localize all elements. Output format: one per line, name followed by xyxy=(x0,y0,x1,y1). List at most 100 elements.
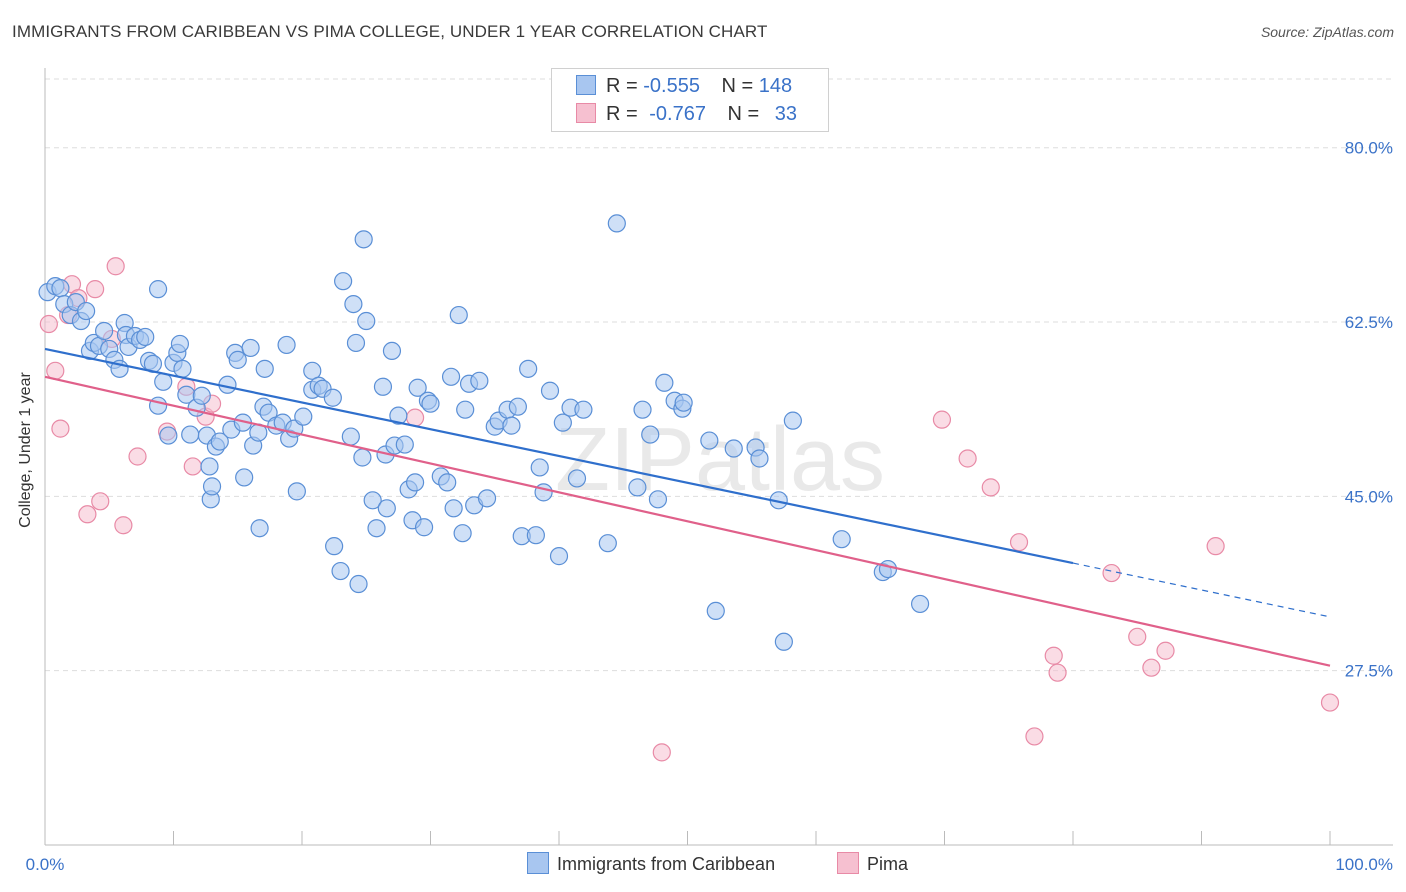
y-axis-label: College, Under 1 year xyxy=(17,372,34,528)
y-tick-label: 62.5% xyxy=(1345,313,1393,332)
pima-point xyxy=(1009,533,1029,552)
pima-point xyxy=(39,314,58,334)
caribbean-point xyxy=(367,519,386,538)
caribbean-point xyxy=(95,321,114,341)
pima-point xyxy=(128,447,147,466)
pima-point xyxy=(652,743,671,762)
caribbean-point xyxy=(277,335,296,355)
caribbean-point xyxy=(598,534,617,553)
caribbean-point xyxy=(377,499,396,518)
caribbean-point xyxy=(441,367,461,386)
legend-swatch-pink xyxy=(837,852,859,874)
caribbean-point xyxy=(353,448,372,467)
caribbean-point xyxy=(341,427,360,446)
caribbean-point xyxy=(526,526,545,545)
caribbean-point xyxy=(456,400,475,419)
caribbean-point xyxy=(325,537,344,556)
caribbean-point xyxy=(294,407,313,426)
pima-point xyxy=(981,478,1000,497)
pima-point xyxy=(1025,727,1044,746)
pima-point xyxy=(78,505,97,524)
pima-point xyxy=(932,410,952,429)
caribbean-point xyxy=(553,413,572,432)
legend-item-pima: Pima xyxy=(837,852,908,875)
legend-n-value: 148 xyxy=(758,75,793,97)
caribbean-point xyxy=(832,530,851,549)
caribbean-point xyxy=(628,478,647,497)
caribbean-point xyxy=(519,359,538,378)
legend-item-caribbean: Immigrants from Caribbean xyxy=(527,852,775,875)
caribbean-point xyxy=(438,473,457,492)
legend-swatch-blue xyxy=(527,852,549,874)
caribbean-point xyxy=(77,301,96,321)
caribbean-point xyxy=(323,388,342,407)
caribbean-point xyxy=(508,397,527,416)
caribbean-point xyxy=(228,350,247,369)
caribbean-point xyxy=(878,559,898,579)
pima-trend-line xyxy=(44,375,1331,667)
trend-lines xyxy=(44,347,1331,667)
y-tick-label: 27.5% xyxy=(1345,662,1393,681)
caribbean-point xyxy=(210,432,229,451)
caribbean-point xyxy=(250,519,269,538)
pima-point xyxy=(91,492,110,511)
caribbean-point xyxy=(405,473,425,492)
caribbean-point xyxy=(910,594,930,614)
caribbean-point xyxy=(202,477,222,496)
caribbean-point xyxy=(148,280,168,299)
caribbean-point xyxy=(235,468,254,487)
source-credit: Source: ZipAtlas.com xyxy=(1260,24,1394,40)
pima-point xyxy=(958,449,977,468)
caribbean-point xyxy=(700,431,719,450)
chart-title: IMMIGRANTS FROM CARIBBEAN VS PIMA COLLEG… xyxy=(12,22,768,41)
caribbean-point xyxy=(655,373,674,392)
pima-point xyxy=(1102,563,1121,583)
caribbean-point xyxy=(502,416,521,435)
legend-r-value: -0.555 xyxy=(643,75,700,97)
caribbean-point xyxy=(170,334,190,354)
caribbean-point xyxy=(470,371,489,390)
y-tick-label: 80.0% xyxy=(1345,139,1393,158)
caribbean-point xyxy=(159,426,178,445)
x-tick-label: 0.0% xyxy=(26,855,65,874)
caribbean-point xyxy=(349,574,368,594)
pima-point xyxy=(1044,646,1063,665)
pima-point xyxy=(1156,641,1175,660)
caribbean-point xyxy=(287,482,306,501)
caribbean-point xyxy=(774,632,793,651)
caribbean-point xyxy=(363,491,382,510)
caribbean-point xyxy=(421,394,440,413)
caribbean-point xyxy=(674,393,693,412)
pima-point xyxy=(1206,537,1225,556)
caribbean-points xyxy=(38,214,930,651)
caribbean-point xyxy=(389,406,408,425)
pima-point xyxy=(1128,627,1147,646)
caribbean-point xyxy=(148,396,168,415)
pima-point xyxy=(405,408,425,427)
watermark: ZIPatlas xyxy=(555,410,885,510)
pima-point xyxy=(114,516,133,535)
pima-point xyxy=(1320,693,1340,712)
pima-point xyxy=(106,257,125,276)
caribbean-point xyxy=(607,214,626,233)
caribbean-point xyxy=(574,400,593,419)
pima-point xyxy=(183,457,202,476)
axes xyxy=(44,68,1393,846)
caribbean-point xyxy=(192,386,211,405)
caribbean-point xyxy=(346,333,366,353)
legend-r-value: -0.767 xyxy=(649,103,706,125)
caribbean-point xyxy=(783,411,802,430)
caribbean-point xyxy=(200,457,219,476)
caribbean-point xyxy=(633,400,652,419)
legend-swatch-pink xyxy=(576,103,596,123)
caribbean-point xyxy=(567,469,587,488)
caribbean-point xyxy=(453,524,472,543)
y-tick-label: 45.0% xyxy=(1345,487,1393,506)
caribbean-point xyxy=(357,311,376,331)
caribbean-point xyxy=(354,230,373,249)
legend-row-pima: R = -0.767 N = 33 xyxy=(576,103,797,126)
caribbean-point xyxy=(549,547,569,566)
caribbean-point xyxy=(331,561,350,581)
correlation-legend: R = -0.555 N = 148 R = -0.767 N = 33 xyxy=(551,68,829,132)
